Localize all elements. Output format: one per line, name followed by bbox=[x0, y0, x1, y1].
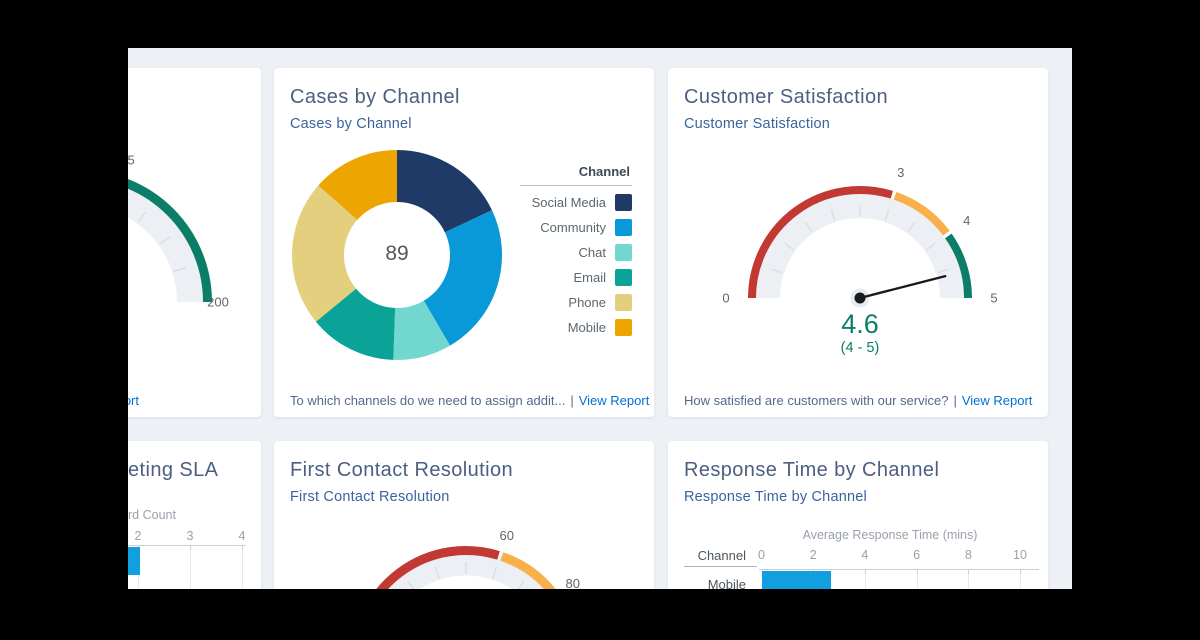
axis-tick bbox=[242, 545, 243, 550]
gridline bbox=[190, 545, 191, 589]
sla-gauge-chart: 5 200 bbox=[128, 152, 229, 310]
legend-rows: Social Media Community Chat Email Phone Mobil… bbox=[520, 194, 632, 336]
x-axis-title: rd Count bbox=[128, 508, 176, 522]
legend-item: Social Media bbox=[520, 194, 632, 211]
legend-label: Mobile bbox=[567, 320, 606, 335]
card-subtitle: First Contact Resolution bbox=[290, 489, 450, 505]
gridline bbox=[864, 569, 866, 589]
footer-divider: | bbox=[570, 393, 574, 408]
x-tick-label: 4 bbox=[238, 529, 246, 543]
footer-divider: | bbox=[953, 393, 957, 408]
card-title: Response Time by Channel bbox=[684, 459, 940, 481]
x-tick-label: 3 bbox=[186, 529, 194, 543]
gridline bbox=[1020, 569, 1021, 589]
legend-swatch bbox=[615, 294, 632, 311]
view-report-link[interactable]: View Report bbox=[128, 393, 139, 408]
footer-question: How satisfied are customers with our ser… bbox=[684, 393, 949, 408]
legend-title: Channel bbox=[520, 164, 632, 186]
view-report-link[interactable]: View Report bbox=[578, 393, 650, 408]
legend-item: Community bbox=[520, 219, 632, 236]
x-tick-label: 6 bbox=[913, 548, 921, 562]
x-tick-label: 8 bbox=[964, 548, 972, 562]
legend-item: Email bbox=[520, 269, 632, 286]
svg-text:5: 5 bbox=[128, 152, 135, 167]
gridline bbox=[242, 545, 243, 589]
legend-swatch bbox=[615, 194, 632, 211]
x-axis-title: Average Response Time (mins) bbox=[802, 528, 978, 542]
legend-swatch bbox=[615, 219, 632, 236]
view-report-link[interactable]: View Report bbox=[961, 393, 1033, 408]
legend-label: Phone bbox=[568, 295, 606, 310]
legend-label: Email bbox=[573, 270, 606, 285]
card-subtitle: Cases by Channel bbox=[290, 116, 412, 132]
card-sla-gauge: 5 200 View Report bbox=[128, 68, 261, 417]
card-footer: To which channels do we need to assign a… bbox=[290, 393, 649, 408]
card-title: Customer Satisfaction bbox=[684, 86, 889, 108]
axis-tick bbox=[916, 569, 918, 574]
legend-label: Community bbox=[540, 220, 606, 235]
axis-tick bbox=[968, 569, 970, 574]
legend-item: Mobile bbox=[520, 319, 632, 336]
gauge-value: 4.6 bbox=[841, 309, 879, 339]
gridline bbox=[916, 569, 918, 589]
svg-text:60: 60 bbox=[500, 528, 514, 543]
svg-text:0: 0 bbox=[722, 291, 729, 306]
svg-text:3: 3 bbox=[897, 165, 904, 180]
card-title: eting SLA bbox=[128, 459, 219, 481]
chart-legend: Channel Social Media Community Chat Email Ph… bbox=[520, 164, 632, 336]
sla-bar-chart: 2 3 4 bbox=[128, 441, 261, 589]
card-meeting-sla: eting SLA rd Count 2 3 4 bbox=[128, 441, 261, 589]
svg-text:80: 80 bbox=[566, 576, 580, 589]
svg-text:200: 200 bbox=[207, 295, 229, 310]
legend-label: Chat bbox=[578, 245, 606, 260]
legend-item: Phone bbox=[520, 294, 632, 311]
x-axis-line bbox=[759, 569, 1039, 570]
card-footer: How satisfied are customers with our ser… bbox=[684, 393, 1032, 408]
legend-item: Chat bbox=[520, 244, 632, 261]
card-subtitle: Customer Satisfaction bbox=[684, 116, 831, 132]
x-tick-label: 4 bbox=[861, 548, 869, 562]
cases-by-channel-donut bbox=[292, 150, 502, 360]
card-footer: View Report bbox=[128, 393, 139, 408]
svg-text:5: 5 bbox=[990, 291, 997, 306]
customer-satisfaction-gauge: 0 3 4 5 bbox=[722, 165, 998, 308]
donut-total-value: 89 bbox=[385, 242, 409, 265]
x-tick-label: 10 bbox=[1013, 548, 1027, 562]
card-title: First Contact Resolution bbox=[290, 459, 514, 481]
card-first-contact-resolution: First Contact Resolution First Contact R… bbox=[274, 441, 654, 589]
footer-question: To which channels do we need to assign a… bbox=[290, 393, 566, 408]
card-subtitle: Response Time by Channel bbox=[684, 489, 867, 505]
x-tick-label: 2 bbox=[134, 529, 142, 543]
card-customer-satisfaction: Customer Satisfaction Customer Satisfact… bbox=[668, 68, 1048, 417]
bar-mobile bbox=[761, 571, 832, 589]
first-contact-resolution-gauge: 06080100 bbox=[376, 528, 580, 589]
axis-tick bbox=[864, 569, 866, 574]
x-tick-label: 0 bbox=[758, 548, 765, 562]
legend-swatch bbox=[615, 319, 632, 336]
legend-swatch bbox=[615, 269, 632, 286]
gauge-range: (4 - 5) bbox=[840, 340, 880, 356]
category-axis-header: Channel bbox=[697, 548, 746, 563]
legend-label: Social Media bbox=[531, 195, 606, 210]
response-time-bar-chart: 0 2 4 6 8 10 Mobile bbox=[668, 441, 1048, 589]
card-cases-by-channel: Cases by Channel Cases by Channel 89 Cha… bbox=[274, 68, 654, 417]
axis-tick bbox=[1020, 569, 1021, 574]
x-tick-label: 2 bbox=[809, 548, 817, 562]
svg-text:4: 4 bbox=[963, 213, 970, 228]
card-title: Cases by Channel bbox=[290, 86, 460, 108]
x-axis-line bbox=[128, 545, 246, 546]
category-label: Mobile bbox=[707, 577, 746, 589]
bar-value bbox=[128, 547, 141, 575]
axis-tick bbox=[190, 545, 191, 550]
legend-swatch bbox=[615, 244, 632, 261]
category-axis-underline bbox=[684, 566, 757, 567]
card-response-time: Response Time by Channel Response Time b… bbox=[668, 441, 1048, 589]
gridline bbox=[968, 569, 970, 589]
